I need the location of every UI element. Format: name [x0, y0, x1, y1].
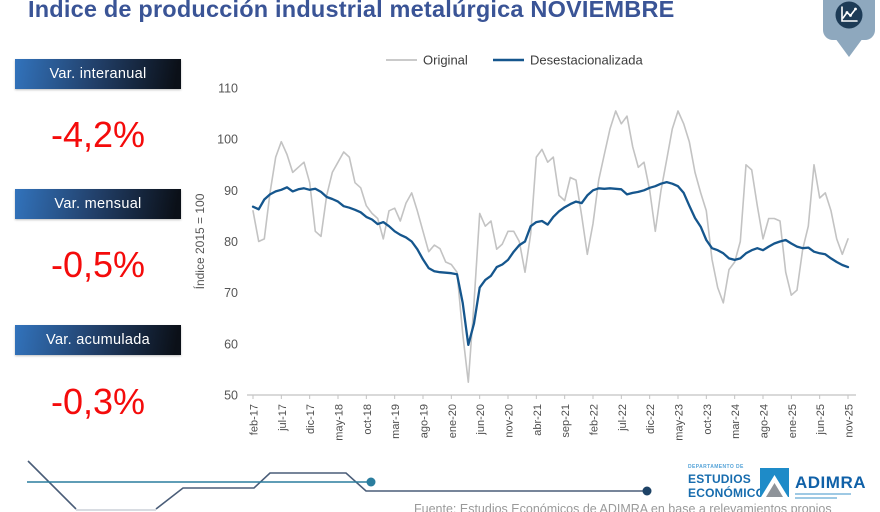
x-tick-label: ago-24: [759, 404, 771, 438]
adimra-gray-triangle: [766, 483, 783, 497]
x-tick-label: oct-18: [362, 404, 374, 435]
line-chart-icon: [823, 0, 875, 57]
dept-line-estudios: ESTUDIOS: [688, 472, 751, 486]
estudios-economicos-logo: DEPARTAMENTO DE ESTUDIOS ECONÓMICOS: [688, 465, 773, 501]
page-title: Índice de producción industrial metalúrg…: [28, 0, 675, 22]
adimra-logo-mark: [760, 468, 789, 497]
deco-zigzag-fall: [27, 460, 77, 510]
adimra-name: ADIMRA: [795, 473, 866, 492]
x-tick-label: feb-22: [589, 404, 601, 435]
x-tick-label: jun-20: [475, 404, 487, 436]
source-note: Fuente: Estudios Económicos de ADIMRA en…: [414, 502, 832, 512]
x-tick-label: abr-21: [532, 404, 544, 436]
chart-pin-badge: [822, 0, 876, 58]
y-tick-label: 110: [218, 82, 238, 96]
x-tick-label: ago-19: [419, 404, 431, 438]
stat-value-acumulada: -0,3%: [50, 381, 146, 422]
x-tick-label: nov-20: [504, 404, 516, 438]
stat-label-mensual: Var. mensual: [15, 189, 181, 219]
x-tick-label: mar-19: [390, 404, 402, 439]
y-tick-label: 90: [224, 184, 238, 198]
x-tick-label: ene-20: [447, 404, 459, 438]
dept-overline: DEPARTAMENTO DE: [688, 464, 744, 470]
pin-point: [835, 38, 863, 57]
adimra-wordmark: ADIMRA: [795, 468, 866, 499]
stat-value-interanual: -4,2%: [50, 114, 146, 155]
decorative-line-graphic: [27, 460, 652, 511]
chart-line-glyph: [842, 8, 857, 19]
x-tick-label: mar-24: [730, 404, 742, 439]
glyph-dot: [845, 11, 849, 14]
adimra-microtext-line: [795, 497, 837, 499]
x-tick-label: feb-17: [249, 404, 261, 435]
x-tick-label: jul-17: [277, 404, 289, 432]
glyph-dot: [854, 7, 857, 11]
x-tick-label: may-23: [674, 404, 686, 441]
x-tick-label: may-18: [334, 404, 346, 441]
series-line-original: [252, 110, 849, 384]
x-tick-label: ene-25: [787, 404, 799, 438]
legend-label-desestacionalizada: Desestacionalizada: [530, 53, 644, 68]
x-tick-label: sep-21: [560, 404, 572, 438]
x-tick-label: oct-23: [702, 404, 714, 435]
stat-label-acumulada: Var. acumulada: [15, 325, 181, 355]
series-line-desestacionalizada: [251, 180, 850, 347]
deco-zigzag-rise: [155, 472, 647, 510]
y-tick-label: 100: [217, 133, 238, 147]
dept-line-economicos: ECONÓMICOS: [688, 486, 774, 500]
x-tick-label: dic-22: [645, 404, 657, 434]
x-tick-label: jun-25: [815, 404, 827, 436]
adimra-microtext-line: [795, 493, 851, 495]
legend-label-original: Original: [423, 53, 468, 68]
stat-value-mensual: -0,5%: [50, 244, 146, 285]
adimra-logo: ADIMRA: [760, 468, 866, 499]
y-tick-label: 70: [224, 286, 238, 300]
production-index-chart: 50 60 70 80 90 100 110 Índice 2015 = 100 feb-17 j…: [192, 53, 856, 441]
y-tick-label: 50: [224, 389, 238, 403]
glyph-dot: [849, 14, 852, 17]
chart-axes-glyph: [841, 6, 858, 22]
y-axis-title: Índice 2015 = 100: [192, 193, 207, 289]
x-tick-label: jul-22: [617, 404, 629, 432]
x-tick-label: nov-25: [844, 404, 856, 438]
deco-teal-dot: [366, 477, 376, 487]
stat-label-interanual: Var. interanual: [15, 59, 181, 89]
y-tick-label: 80: [224, 235, 238, 249]
deco-navy-dot: [642, 486, 652, 496]
y-tick-label: 60: [224, 337, 238, 351]
x-tick-label: dic-17: [305, 404, 317, 434]
